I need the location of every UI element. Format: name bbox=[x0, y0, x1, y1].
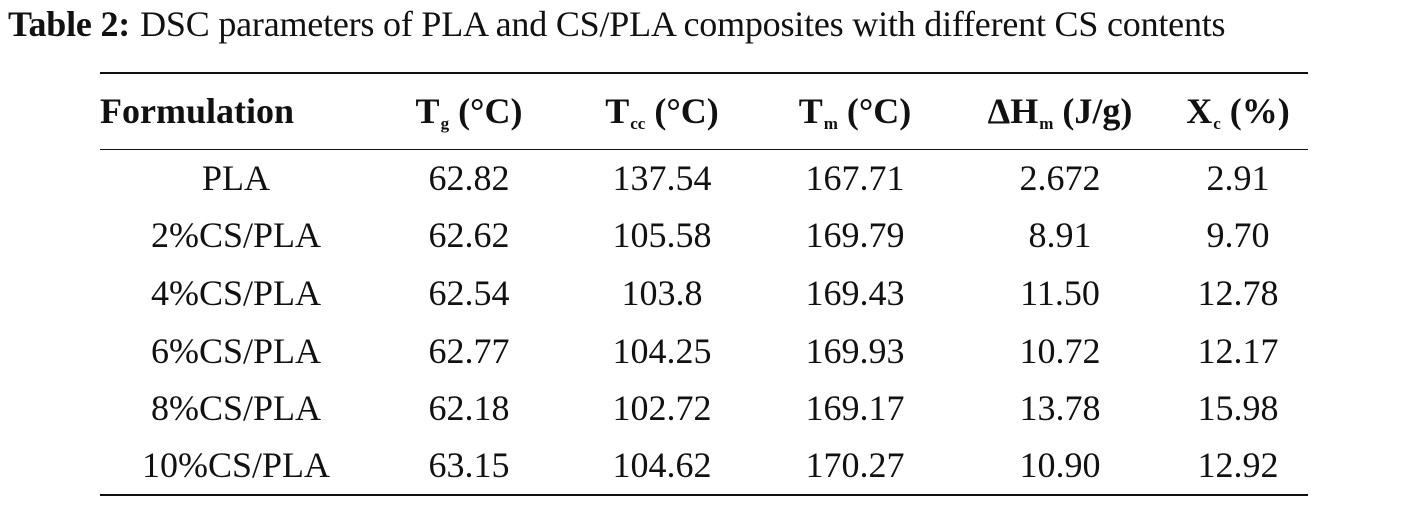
header-tcc: Tcc (°C) bbox=[566, 72, 758, 150]
caption-label: Table 2: bbox=[8, 4, 131, 44]
cell-tm: 170.27 bbox=[758, 436, 952, 496]
cell-tm: 169.17 bbox=[805, 388, 905, 429]
cell-delta-hm: 10.72 bbox=[1019, 330, 1101, 371]
caption-text: DSC parameters of PLA and CS/PLA composi… bbox=[140, 4, 1226, 44]
cell-tm: 169.93 bbox=[805, 330, 905, 371]
cell-formulation: 2%CS/PLA bbox=[150, 215, 322, 256]
table-row: 8%CS/PLA 62.18 102.72 169.17 13.78 15.98 bbox=[100, 379, 1308, 437]
cell-formulation: 4%CS/PLA bbox=[150, 272, 322, 313]
cell-tg: 62.18 bbox=[428, 388, 510, 429]
cell-tcc: 105.58 bbox=[612, 215, 712, 256]
cell-formulation: PLA bbox=[201, 158, 270, 199]
header-delta-hm: ΔHm (J/g) bbox=[952, 72, 1168, 150]
cell-xc: 15.98 bbox=[1197, 388, 1279, 429]
cell-delta-hm: 2.672 bbox=[1019, 158, 1101, 199]
cell-xc: 9.70 bbox=[1206, 215, 1270, 256]
dsc-parameters-table: Formulation Tg (°C) Tcc (°C) Tm (°C) ΔHm… bbox=[100, 72, 1308, 496]
cell-formulation: 10%CS/PLA bbox=[100, 436, 372, 496]
cell-delta-hm: 8.91 bbox=[1028, 215, 1092, 256]
cell-tg: 62.62 bbox=[428, 215, 510, 256]
header-formulation: Formulation bbox=[100, 72, 372, 150]
table-row: 6%CS/PLA 62.77 104.25 169.93 10.72 12.17 bbox=[100, 322, 1308, 380]
cell-tg: 63.15 bbox=[372, 436, 566, 496]
cell-formulation: 6%CS/PLA bbox=[150, 330, 322, 371]
cell-formulation: 8%CS/PLA bbox=[150, 388, 322, 429]
cell-tm: 167.71 bbox=[805, 158, 905, 199]
table-row: PLA 62.82 137.54 167.71 2.672 2.91 bbox=[100, 149, 1308, 207]
cell-xc: 12.17 bbox=[1197, 330, 1279, 371]
header-tg: Tg (°C) bbox=[372, 72, 566, 150]
cell-delta-hm: 10.90 bbox=[952, 436, 1168, 496]
cell-tcc: 137.54 bbox=[612, 158, 712, 199]
cell-tcc: 104.62 bbox=[566, 436, 758, 496]
cell-xc: 12.78 bbox=[1197, 272, 1279, 313]
cell-xc: 12.92 bbox=[1168, 436, 1308, 496]
cell-tg: 62.77 bbox=[428, 330, 510, 371]
header-row: Formulation Tg (°C) Tcc (°C) Tm (°C) ΔHm… bbox=[100, 72, 1308, 150]
cell-tg: 62.82 bbox=[428, 158, 510, 199]
header-xc: Xc (%) bbox=[1168, 72, 1308, 150]
table-caption: Table 2: DSC parameters of PLA and CS/PLA… bbox=[8, 2, 1408, 46]
cell-xc: 2.91 bbox=[1206, 158, 1270, 199]
cell-tcc: 104.25 bbox=[612, 330, 712, 371]
cell-tm: 169.43 bbox=[805, 272, 905, 313]
cell-tcc: 103.8 bbox=[621, 272, 703, 313]
cell-delta-hm: 11.50 bbox=[1020, 272, 1100, 313]
table-row: 10%CS/PLA 63.15 104.62 170.27 10.90 12.9… bbox=[100, 436, 1308, 496]
cell-delta-hm: 13.78 bbox=[1019, 388, 1101, 429]
table-row: 2%CS/PLA 62.62 105.58 169.79 8.91 9.70 bbox=[100, 207, 1308, 265]
cell-tg: 62.54 bbox=[428, 272, 510, 313]
header-tm: Tm (°C) bbox=[758, 72, 952, 150]
cell-tm: 169.79 bbox=[805, 215, 905, 256]
cell-tcc: 102.72 bbox=[612, 388, 712, 429]
table-row: 4%CS/PLA 62.54 103.8 169.43 11.50 12.78 bbox=[100, 264, 1308, 322]
